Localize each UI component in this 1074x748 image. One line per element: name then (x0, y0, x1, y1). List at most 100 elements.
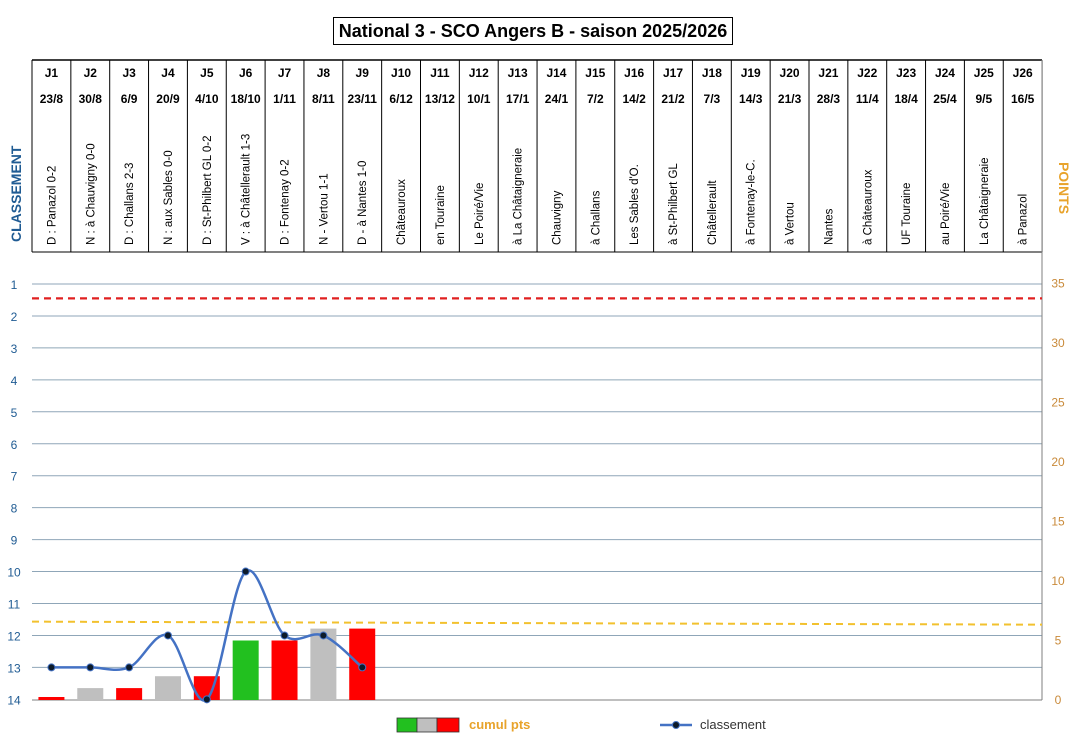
matchday-date: 18/10 (231, 92, 261, 106)
points-bar (77, 688, 104, 700)
y-left-tick: 9 (11, 534, 18, 548)
matchday-label: J18 (702, 66, 722, 80)
matchday-date: 28/3 (817, 92, 841, 106)
legend-swatch-win (396, 717, 418, 733)
match-label: La Châtaigneraie (979, 157, 991, 245)
matchday-date: 21/2 (661, 92, 685, 106)
match-label: D : Challans 2-3 (124, 163, 136, 245)
matchday-date: 20/9 (156, 92, 180, 106)
matchday-label: J26 (1013, 66, 1033, 80)
y-left-tick: 11 (8, 598, 21, 612)
y-left-tick: 1 (11, 278, 18, 292)
ranking-point (358, 663, 367, 672)
match-label: au Poiré/Vie (940, 183, 952, 245)
match-label: à Fontenay-le-C. (746, 159, 758, 245)
points-bar (271, 640, 298, 700)
matchday-date: 11/4 (856, 92, 879, 106)
match-label: UF Touraine (901, 183, 913, 245)
match-label: à Châteauroux (862, 169, 874, 245)
match-label: D : Panazol 0-2 (46, 166, 58, 245)
match-label: Le Poiré/Vie (474, 183, 486, 245)
matchday-label: J8 (317, 66, 331, 80)
match-label: D : Fontenay 0-2 (280, 159, 292, 245)
legend-swatch-draw (416, 717, 438, 733)
y-right-tick: 20 (1051, 455, 1065, 469)
ranking-point (47, 663, 56, 672)
y-right-tick: 35 (1051, 277, 1065, 291)
matchday-label: J9 (356, 66, 370, 80)
matchday-label: J23 (896, 66, 916, 80)
match-label: N : aux Sables 0-0 (163, 150, 175, 245)
matchday-date: 14/2 (622, 92, 646, 106)
matchday-label: J10 (391, 66, 411, 80)
points-bar (154, 676, 181, 700)
matchday-date: 4/10 (195, 92, 219, 106)
y-left-tick: 3 (11, 342, 18, 356)
matchday-label: J4 (161, 66, 175, 80)
matchday-date: 6/12 (389, 92, 413, 106)
legend-points-label: cumul pts (469, 717, 531, 732)
y-right-tick: 25 (1051, 396, 1065, 410)
match-label: N : à Chauvigny 0-0 (85, 143, 97, 245)
y-right-tick: 15 (1051, 515, 1065, 529)
matchday-date: 9/5 (975, 92, 992, 106)
ranking-point (163, 631, 172, 640)
y-left-tick: 13 (7, 661, 21, 675)
ranking-point (125, 663, 134, 672)
matchday-label: J11 (430, 66, 450, 80)
matchday-label: J7 (278, 66, 292, 80)
matchday-date: 30/8 (79, 92, 103, 106)
match-label: N - Vertou 1-1 (318, 173, 330, 245)
points-bar (38, 697, 65, 700)
matchday-date: 6/9 (121, 92, 138, 106)
ranking-point (202, 695, 211, 704)
matchday-date: 1/11 (273, 92, 296, 106)
y-left-tick: 2 (11, 310, 18, 324)
matchday-label: J6 (239, 66, 253, 80)
matchday-label: J21 (818, 66, 838, 80)
matchday-label: J2 (84, 66, 98, 80)
points-threshold-line (31, 620, 1043, 626)
points-bar (116, 688, 143, 700)
matchday-date: 7/2 (587, 92, 604, 106)
y-right-tick: 10 (1051, 574, 1065, 588)
legend-ranking-label: classement (700, 717, 766, 732)
matchday-label: J24 (935, 66, 955, 80)
y-right-tick: 0 (1055, 693, 1062, 707)
y-left-tick: 5 (11, 406, 18, 420)
matchday-label: J12 (469, 66, 489, 80)
y-left-tick: 4 (11, 374, 18, 388)
match-label: à St-Philbert GL (668, 163, 680, 245)
match-label: V : à Châtellerault 1-3 (241, 134, 253, 245)
points-bar (232, 640, 259, 700)
matchday-date: 7/3 (704, 92, 721, 106)
match-label: D : St-Philbert GL 0-2 (202, 135, 214, 245)
y-left-tick: 10 (7, 566, 21, 580)
matchday-label: J3 (122, 66, 136, 80)
legend-swatch-loss (436, 717, 460, 733)
y-left-tick: 6 (11, 438, 18, 452)
match-label: Nantes (823, 208, 835, 245)
matchday-date: 24/1 (545, 92, 569, 106)
y-right-tick: 30 (1051, 336, 1065, 350)
matchday-date: 14/3 (739, 92, 763, 106)
match-label: D - à Nantes 1-0 (357, 161, 369, 245)
match-label: à Vertou (785, 202, 797, 245)
match-label: Châteauroux (396, 179, 408, 245)
matchday-label: J1 (45, 66, 59, 80)
matchday-date: 18/4 (894, 92, 918, 106)
matchday-date: 13/12 (425, 92, 455, 106)
match-label: en Touraine (435, 185, 447, 245)
match-label: à Challans (590, 190, 602, 245)
matchday-date: 23/11 (348, 92, 378, 106)
matchday-date: 21/3 (778, 92, 802, 106)
ranking-point (319, 631, 328, 640)
y-left-tick: 14 (7, 693, 21, 707)
matchday-label: J13 (508, 66, 528, 80)
matchday-label: J25 (974, 66, 994, 80)
matchday-label: J15 (585, 66, 605, 80)
matchday-label: J22 (857, 66, 877, 80)
matchday-date: 16/5 (1011, 92, 1035, 106)
ranking-point (280, 631, 289, 640)
match-label: Les Sables d'O. (629, 164, 641, 245)
